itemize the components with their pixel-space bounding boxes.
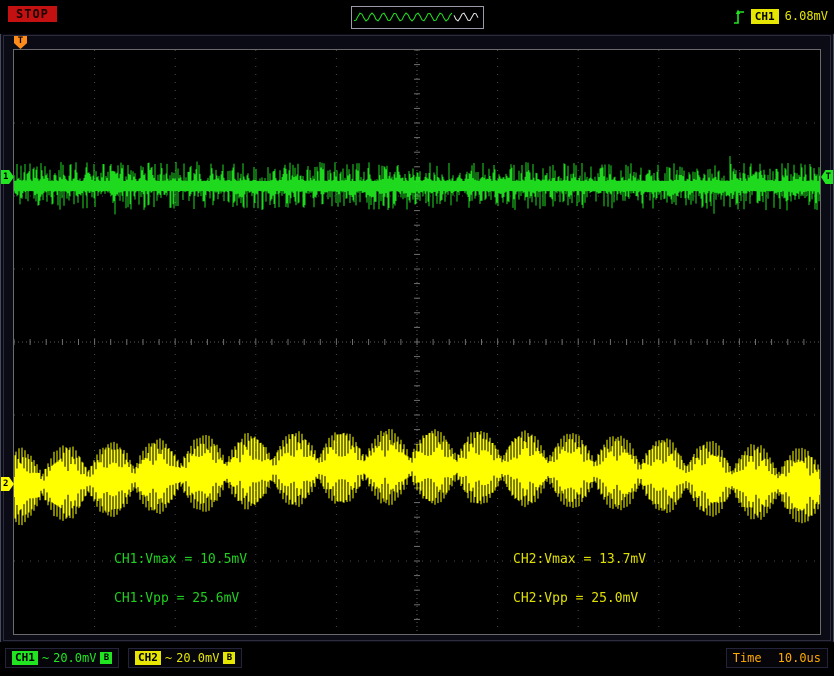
preview-waveform-icon xyxy=(353,12,479,22)
ch2-vpp-readout: CH2:Vpp = 25.0mV xyxy=(513,591,639,606)
ch1-ground-marker[interactable]: 1 xyxy=(1,170,14,184)
horizontal-position-preview[interactable] xyxy=(351,6,484,29)
ch1-vpp-readout: CH1:Vpp = 25.6mV xyxy=(114,591,240,606)
trigger-level-readout: 6.08mV xyxy=(784,9,828,23)
trigger-source-badge: CH1 xyxy=(750,8,779,24)
ch2-vmax-readout: CH2:Vmax = 13.7mV xyxy=(513,552,647,567)
graticule-area: CH1:Vmax = 10.5mV CH1:Vpp = 25.6mV CH2:V… xyxy=(13,49,821,635)
ch2-coupling-icon: ~ xyxy=(164,651,173,665)
screen-bezel-frame xyxy=(3,35,831,641)
ch2-scale-readout: 20.0mV xyxy=(176,651,220,665)
run-state-badge[interactable]: STOP xyxy=(8,6,57,22)
trigger-level-marker[interactable]: T xyxy=(821,170,833,184)
ch2-settings-group[interactable]: CH2 ~ 20.0mV B xyxy=(128,648,243,668)
ch1-badge: CH1 xyxy=(12,651,38,665)
ch1-vmax-readout: CH1:Vmax = 10.5mV xyxy=(114,552,248,567)
timebase-group[interactable]: Time 10.0us xyxy=(725,648,828,668)
timebase-readout: 10.0us xyxy=(777,651,821,665)
ch2-ground-marker[interactable]: 2 xyxy=(1,477,14,491)
ch1-scale-readout: 20.0mV xyxy=(53,651,97,665)
top-status-bar: STOP CH1 6.08mV xyxy=(0,0,834,34)
bottom-status-bar: CH1 ~ 20.0mV B CH2 ~ 20.0mV B Time 10.0u… xyxy=(0,642,834,676)
ch2-badge: CH2 xyxy=(135,651,161,665)
ch2-bandwidth-badge: B xyxy=(223,652,236,664)
ch1-settings-group[interactable]: CH1 ~ 20.0mV B xyxy=(5,648,120,668)
ch1-coupling-icon: ~ xyxy=(41,651,50,665)
rising-edge-trigger-icon xyxy=(733,9,744,24)
grid-and-traces xyxy=(14,50,820,634)
trigger-info-cluster[interactable]: CH1 6.08mV xyxy=(733,5,828,27)
ch1-bandwidth-badge: B xyxy=(100,652,113,664)
trigger-position-marker[interactable]: T xyxy=(14,36,27,49)
time-label: Time xyxy=(732,651,762,665)
